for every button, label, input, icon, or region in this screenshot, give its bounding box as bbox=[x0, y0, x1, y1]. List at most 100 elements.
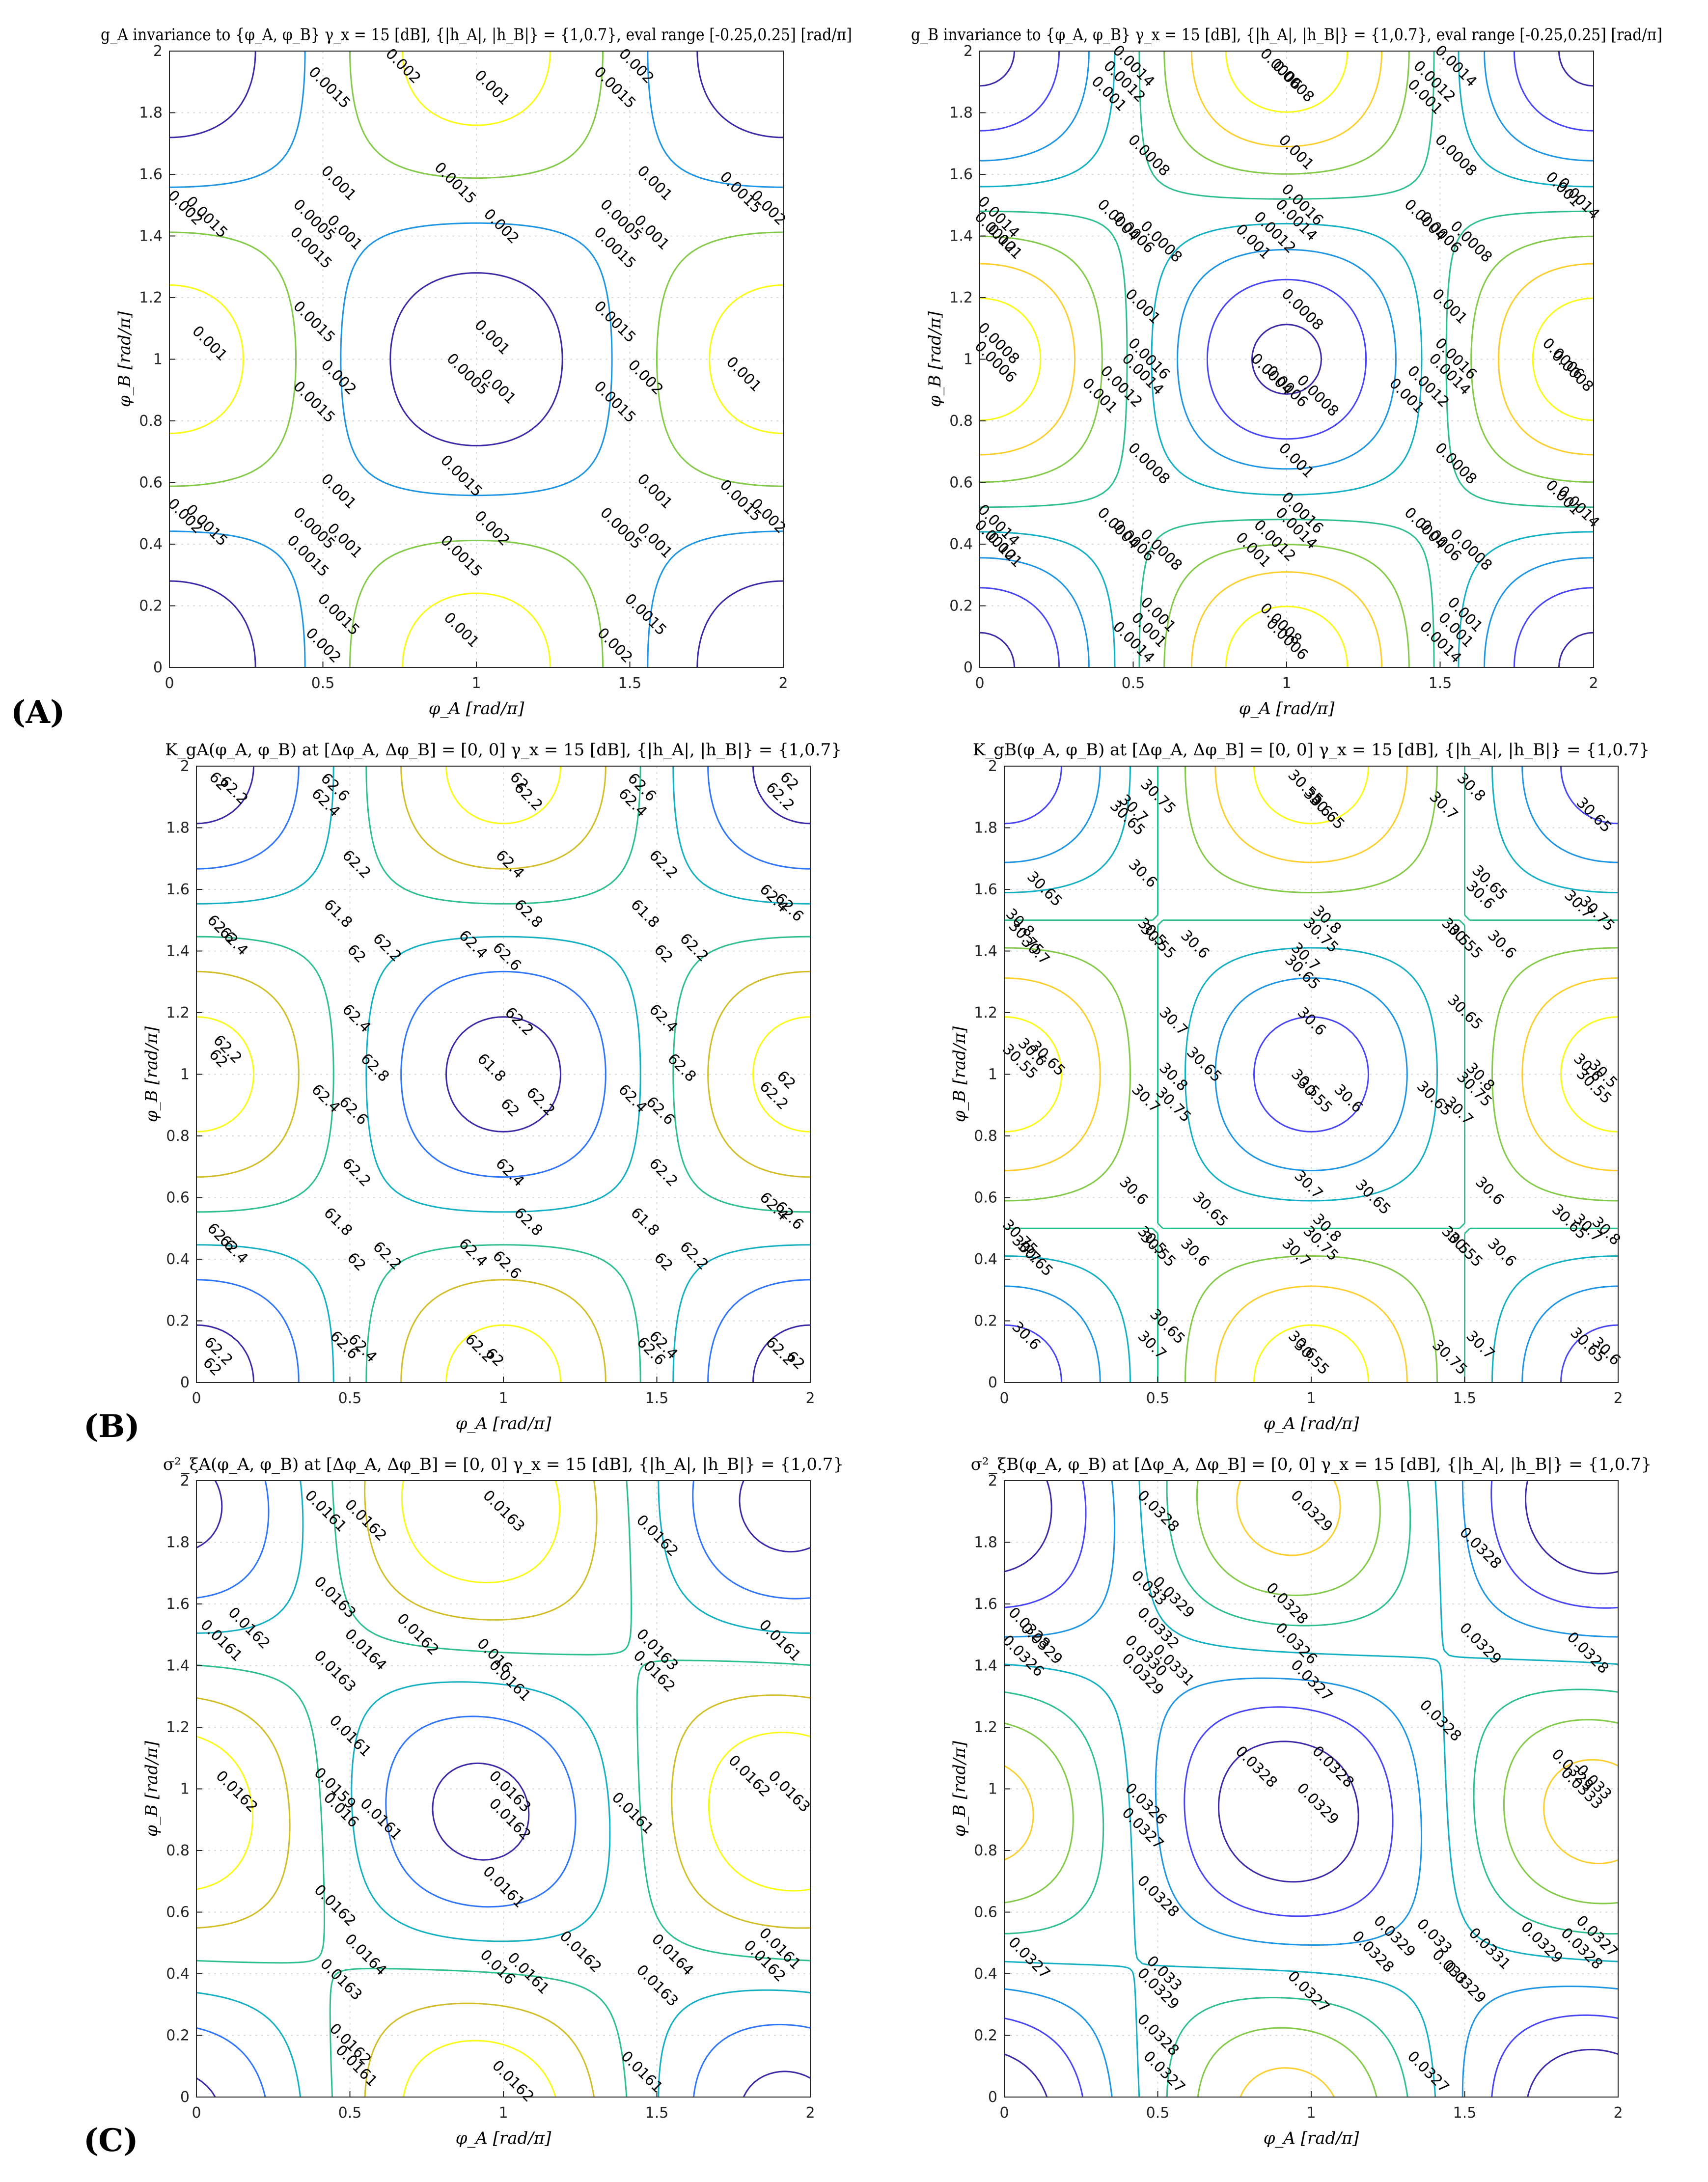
y-tick-label: 0 bbox=[988, 2089, 997, 2106]
y-axis-label: φ_B [rad/π] bbox=[142, 1026, 162, 1122]
x-tick-label: 0.5 bbox=[338, 2104, 362, 2122]
x-tick-label: 0 bbox=[999, 1390, 1009, 1407]
contour-level-3 bbox=[1004, 1481, 1618, 2097]
y-tick-label: 1 bbox=[180, 1781, 190, 1798]
x-tick-label: 0.5 bbox=[311, 675, 335, 692]
contour-level-0 bbox=[196, 1481, 810, 2097]
contour-level-0 bbox=[980, 51, 1594, 667]
contour-level-7 bbox=[980, 51, 1594, 667]
x-tick-label: 1.5 bbox=[1453, 2104, 1477, 2122]
y-tick-label: 1 bbox=[988, 1066, 997, 1083]
chart-panel-sB: 0.0328 0.03290.03280.03280.03290.03260.03… bbox=[950, 1455, 1652, 2148]
contour-level-2 bbox=[196, 1481, 810, 2097]
contour-level-5 bbox=[196, 1481, 810, 2097]
x-tick-label: 2 bbox=[1589, 675, 1598, 692]
y-tick-label: 0.4 bbox=[949, 536, 973, 553]
y-axis-label: φ_B [rad/π] bbox=[925, 311, 945, 407]
y-tick-label: 1.2 bbox=[166, 1719, 190, 1736]
contour-lines bbox=[980, 51, 1594, 667]
y-tick-label: 1.6 bbox=[166, 881, 190, 898]
y-tick-label: 1.2 bbox=[166, 1004, 190, 1022]
contour-level-2 bbox=[1004, 1481, 1618, 2097]
y-tick-label: 2 bbox=[988, 1472, 997, 1490]
chart-title: σ²_ξA(φ_A, φ_B) at [Δφ_A, Δφ_B] = [0, 0]… bbox=[163, 1455, 844, 1474]
contour-level-4 bbox=[196, 1481, 810, 2097]
y-tick-label: 0.2 bbox=[166, 1313, 190, 1330]
contour-lines bbox=[196, 1481, 810, 2097]
contour-level-5 bbox=[196, 766, 810, 1382]
y-tick-label: 1 bbox=[964, 351, 973, 368]
x-tick-label: 1.5 bbox=[645, 1390, 669, 1407]
y-tick-label: 1.4 bbox=[974, 943, 997, 960]
contour-level-3 bbox=[196, 1481, 810, 2097]
contour-level-3 bbox=[980, 51, 1594, 667]
y-tick-label: 1.8 bbox=[974, 1534, 997, 1551]
y-tick-label: 0.8 bbox=[949, 413, 973, 430]
y-axis-label: φ_B [rad/π] bbox=[115, 311, 135, 407]
y-tick-label: 0 bbox=[153, 659, 163, 676]
x-tick-label: 1 bbox=[1306, 1390, 1316, 1407]
y-tick-label: 0.2 bbox=[974, 1313, 997, 1330]
y-tick-label: 1.4 bbox=[949, 228, 973, 245]
y-tick-label: 0.4 bbox=[166, 1965, 190, 1983]
contour-lines bbox=[1004, 1481, 1618, 2097]
x-tick-label: 1.5 bbox=[1429, 675, 1452, 692]
contour-level-1 bbox=[1004, 1481, 1618, 2097]
contour-level-1 bbox=[196, 766, 810, 1382]
y-tick-label: 0 bbox=[180, 2089, 190, 2106]
y-tick-label: 0 bbox=[180, 1374, 190, 1391]
y-tick-label: 0.8 bbox=[166, 1842, 190, 1859]
y-tick-label: 1.4 bbox=[139, 228, 163, 245]
y-tick-label: 2 bbox=[180, 758, 190, 775]
contour-level-4 bbox=[1004, 1481, 1618, 2097]
y-tick-label: 1 bbox=[180, 1066, 190, 1083]
contour-level-0 bbox=[1004, 1481, 1618, 2097]
y-tick-label: 0.8 bbox=[166, 1128, 190, 1145]
x-tick-label: 2 bbox=[805, 2104, 815, 2122]
y-tick-label: 0.4 bbox=[166, 1251, 190, 1268]
x-tick-label: 0 bbox=[192, 2104, 201, 2122]
y-tick-label: 1.4 bbox=[166, 1657, 190, 1675]
panel-letter-a: (A) bbox=[11, 694, 65, 731]
y-tick-label: 1.6 bbox=[949, 166, 973, 183]
y-tick-label: 0.4 bbox=[139, 536, 163, 553]
x-tick-label: 0.5 bbox=[1146, 1390, 1170, 1407]
y-tick-label: 2 bbox=[180, 1472, 190, 1490]
y-tick-label: 0.2 bbox=[974, 2027, 997, 2044]
x-axis-label: φ_A [rad/π] bbox=[1239, 699, 1335, 718]
x-tick-label: 2 bbox=[805, 1390, 815, 1407]
y-axis-label: φ_B [rad/π] bbox=[142, 1740, 162, 1837]
y-tick-label: 1.4 bbox=[166, 943, 190, 960]
y-tick-label: 1.2 bbox=[949, 289, 973, 306]
contour-level-1 bbox=[980, 51, 1594, 667]
contour-level-2 bbox=[1004, 766, 1618, 1382]
y-tick-label: 0.4 bbox=[974, 1965, 997, 1983]
x-tick-label: 1.5 bbox=[618, 675, 642, 692]
x-tick-label: 1 bbox=[498, 1390, 508, 1407]
y-tick-label: 1.8 bbox=[166, 820, 190, 837]
contour-level-1 bbox=[196, 1481, 810, 2097]
y-tick-label: 1.2 bbox=[139, 289, 163, 306]
y-tick-label: 0.4 bbox=[974, 1251, 997, 1268]
chart-title: K_gB(φ_A, φ_B) at [Δφ_A, Δφ_B] = [0, 0] … bbox=[973, 740, 1650, 760]
contour-level-6 bbox=[980, 51, 1594, 667]
y-axis-label: φ_B [rad/π] bbox=[950, 1026, 969, 1122]
contour-level-6 bbox=[1004, 1481, 1618, 2097]
y-tick-label: 0.6 bbox=[974, 1904, 997, 1921]
y-tick-label: 0.6 bbox=[166, 1904, 190, 1921]
panel-letter-c: (C) bbox=[83, 2122, 138, 2159]
x-tick-label: 1.5 bbox=[645, 2104, 669, 2122]
chart-title: K_gA(φ_A, φ_B) at [Δφ_A, Δφ_B] = [0, 0] … bbox=[165, 740, 842, 760]
x-tick-label: 0 bbox=[165, 675, 174, 692]
x-tick-label: 0 bbox=[999, 2104, 1009, 2122]
contour-level-2 bbox=[980, 51, 1594, 667]
y-tick-label: 0.8 bbox=[139, 413, 163, 430]
y-axis-label: φ_B [rad/π] bbox=[950, 1740, 969, 1837]
y-tick-label: 1.6 bbox=[974, 881, 997, 898]
x-tick-label: 1 bbox=[498, 2104, 508, 2122]
